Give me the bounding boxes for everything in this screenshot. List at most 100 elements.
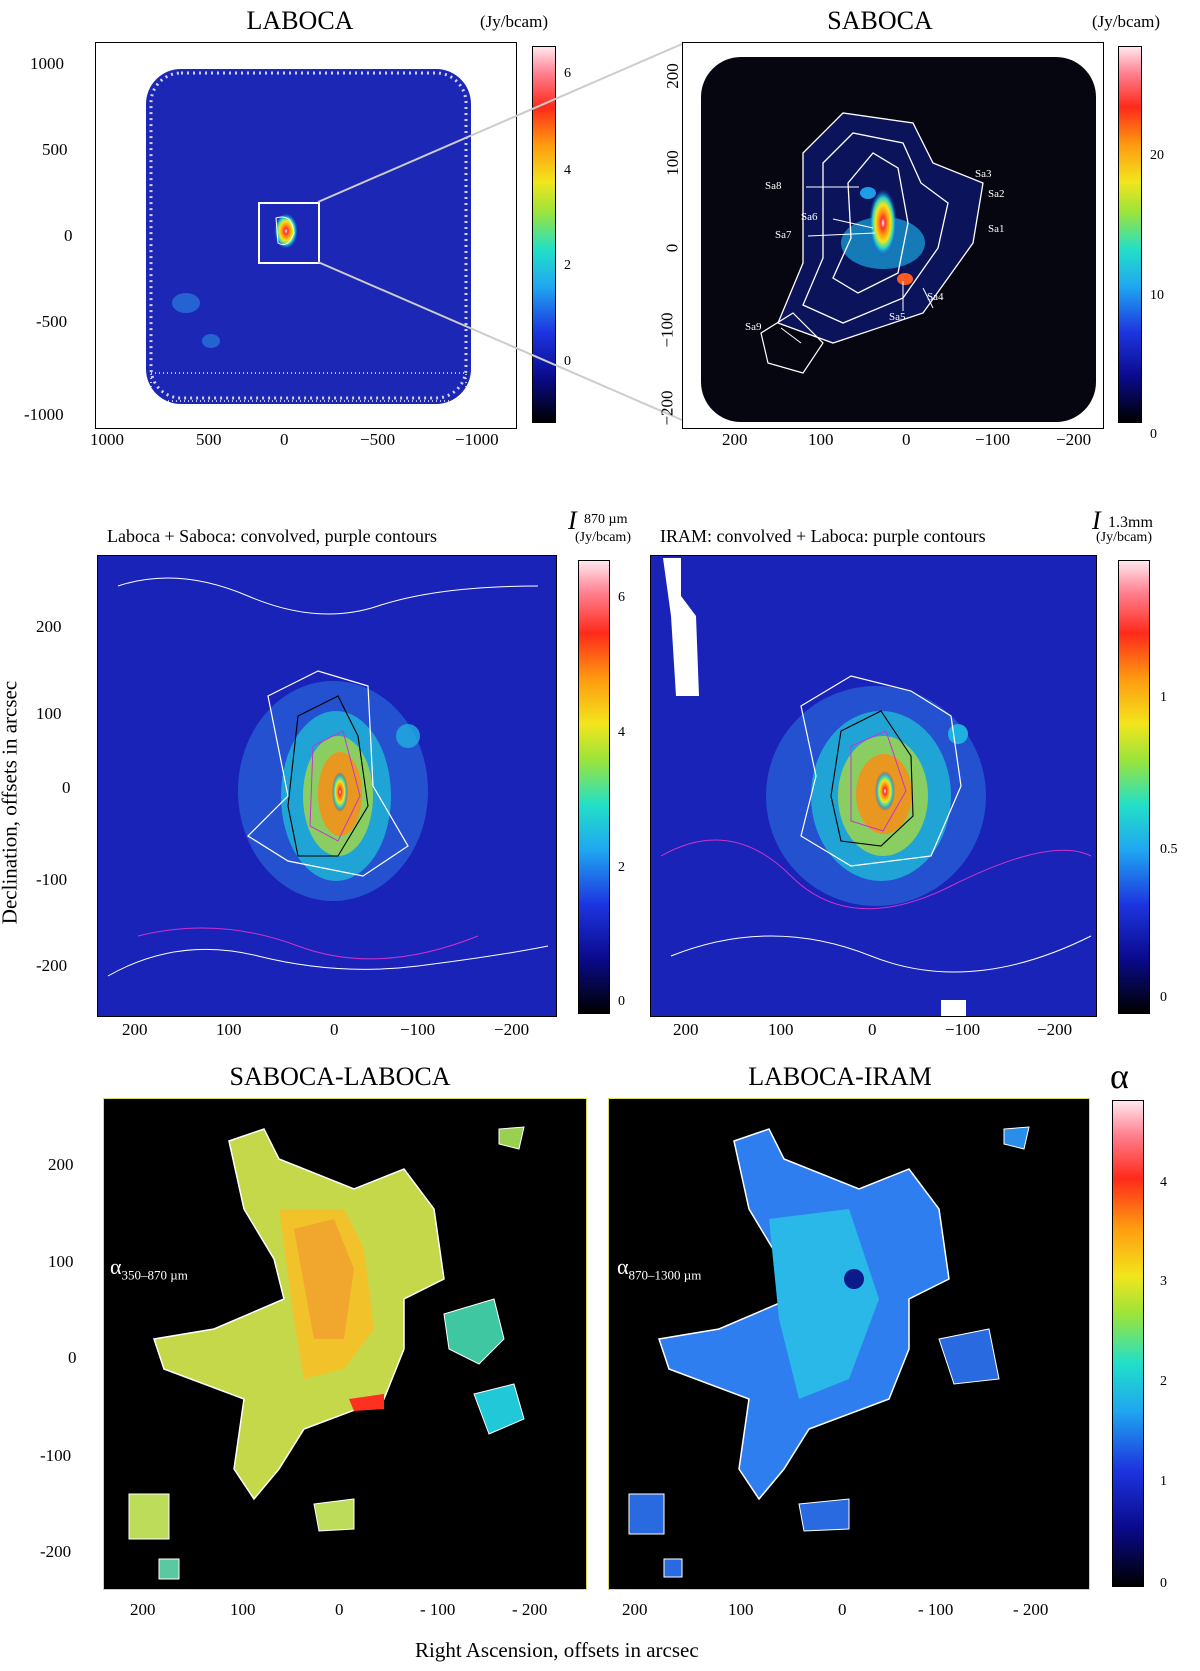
laboca-title: LABOCA: [246, 6, 354, 35]
laboca-unit: (Jy/bcam): [480, 12, 548, 31]
cbar-tick: 3: [1160, 1274, 1167, 1289]
alpha-colorbar-title: α: [1110, 1056, 1129, 1096]
saboca-unit: (Jy/bcam): [1092, 12, 1160, 31]
cbar-tick: 2: [618, 860, 625, 875]
saboca-xtick: 200: [722, 430, 748, 449]
saboca-xtick: −100: [975, 430, 1011, 449]
saboca-ytick: 100: [662, 150, 682, 176]
row2-xtick: 0: [868, 1020, 877, 1039]
cbar-tick: 10: [1150, 288, 1164, 303]
row3-ytick: 0: [68, 1348, 77, 1367]
saboca-ytick: 200: [662, 63, 682, 89]
laboca-ytick: 0: [64, 226, 73, 245]
saboca-laboca-title: SABOCA-LABOCA: [229, 1062, 451, 1091]
cbar-tick: 0: [1150, 427, 1157, 442]
saboca-ytick: −200: [657, 390, 677, 426]
row2-right-subtitle: IRAM: convolved + Laboca: purple contour…: [660, 526, 986, 546]
saboca-ytick: 0: [662, 243, 682, 253]
source-label: Sa4: [927, 291, 944, 303]
row2-right-unit-sub: 1.3mm: [1108, 514, 1153, 531]
source-label: Sa3: [975, 168, 992, 180]
row3-xtick: - 100: [420, 1600, 456, 1619]
row3-xtick: 200: [130, 1600, 156, 1619]
saboca-laboca-alpha-map: α350–870 µm: [103, 1098, 587, 1590]
laboca-xtick: 1000: [90, 430, 124, 449]
laboca-ytick: 1000: [30, 54, 64, 73]
row2-left-unit-symbol: I: [568, 506, 577, 535]
laboca-ytick: 500: [42, 140, 68, 159]
cbar-tick: 4: [564, 163, 571, 178]
row2-xtick: 100: [768, 1020, 794, 1039]
cbar-tick: 0: [618, 994, 625, 1009]
saboca-xtick: 0: [902, 430, 911, 449]
laboca-iram-title: LABOCA-IRAM: [748, 1062, 932, 1091]
cbar-tick: 6: [618, 590, 625, 605]
saboca-map: Sa8 Sa6 Sa7 Sa5 Sa4 Sa3 Sa2 Sa1 Sa9: [682, 42, 1104, 429]
declination-axis-label: Declination, offsets in arcsec: [0, 680, 22, 925]
alpha-label: α870–1300 µm: [617, 1254, 702, 1283]
row2-xtick: −100: [945, 1020, 981, 1039]
row2-left-map: [97, 555, 557, 1017]
cbar-tick: 0.5: [1160, 842, 1178, 857]
cbar-tick: 1: [1160, 1474, 1167, 1489]
row2-xtick: 200: [122, 1020, 148, 1039]
row3-xtick: 100: [728, 1600, 754, 1619]
laboca-colorbar: [532, 46, 556, 423]
source-label: Sa1: [988, 223, 1005, 235]
row2-xtick: −100: [400, 1020, 436, 1039]
row3-xtick: 0: [335, 1600, 344, 1619]
row3-ytick: 200: [48, 1155, 74, 1174]
source-label: Sa6: [801, 211, 818, 223]
cbar-tick: 6: [564, 66, 571, 81]
row2-left-subtitle: Laboca + Saboca: convolved, purple conto…: [107, 526, 438, 546]
row3-xtick: - 100: [918, 1600, 954, 1619]
cbar-tick: 1: [1160, 690, 1167, 705]
source-label: Sa2: [988, 188, 1005, 200]
row2-xtick: 100: [216, 1020, 242, 1039]
row2-ytick: 200: [36, 617, 62, 636]
row2-right-colorbar: [1118, 560, 1150, 1014]
row2-ytick: 0: [62, 778, 71, 797]
row2-ytick: 100: [36, 704, 62, 723]
row2-right-unit: (Jy/bcam): [1096, 530, 1152, 545]
saboca-xtick: 100: [808, 430, 834, 449]
source-label: Sa5: [889, 311, 906, 323]
saboca-colorbar: [1118, 46, 1142, 423]
row2-xtick: −200: [494, 1020, 530, 1039]
cbar-tick: 0: [564, 354, 571, 369]
row3-ytick: -200: [40, 1542, 72, 1561]
row2-left-unit-sub: 870 µm: [584, 512, 628, 527]
laboca-map: [95, 42, 517, 429]
saboca-title: SABOCA: [827, 6, 933, 35]
row2-right-unit-symbol: I: [1092, 506, 1101, 535]
cbar-tick: 2: [1160, 1374, 1167, 1389]
row2-right-map: [650, 555, 1097, 1017]
alpha-label: α350–870 µm: [110, 1254, 188, 1283]
row2-ytick: -100: [36, 870, 68, 889]
cbar-tick: 2: [564, 258, 571, 273]
row3-xtick: 0: [838, 1600, 847, 1619]
row3-ytick: 100: [48, 1252, 74, 1271]
row2-left-unit: (Jy/bcam): [575, 530, 631, 545]
right-ascension-axis-label: Right Ascension, offsets in arcsec: [415, 1638, 699, 1662]
source-label: Sa7: [775, 229, 792, 241]
row3-ytick: -100: [40, 1446, 72, 1465]
source-label: Sa9: [745, 321, 762, 333]
laboca-ytick: -1000: [24, 405, 64, 424]
laboca-xtick: 0: [280, 430, 289, 449]
row2-ytick: -200: [36, 956, 68, 975]
row2-xtick: −200: [1037, 1020, 1073, 1039]
laboca-xtick: 500: [196, 430, 222, 449]
row3-xtick: 200: [622, 1600, 648, 1619]
row3-xtick: 100: [230, 1600, 256, 1619]
cbar-tick: 0: [1160, 1576, 1167, 1591]
cbar-tick: 20: [1150, 148, 1164, 163]
cbar-tick: 4: [1160, 1175, 1167, 1190]
alpha-colorbar: [1112, 1100, 1144, 1587]
row3-xtick: - 200: [512, 1600, 548, 1619]
row2-xtick: 0: [330, 1020, 339, 1039]
zoom-box: [258, 202, 320, 264]
saboca-ytick: −100: [657, 312, 677, 348]
saboca-xtick: −200: [1056, 430, 1092, 449]
row2-xtick: 200: [673, 1020, 699, 1039]
